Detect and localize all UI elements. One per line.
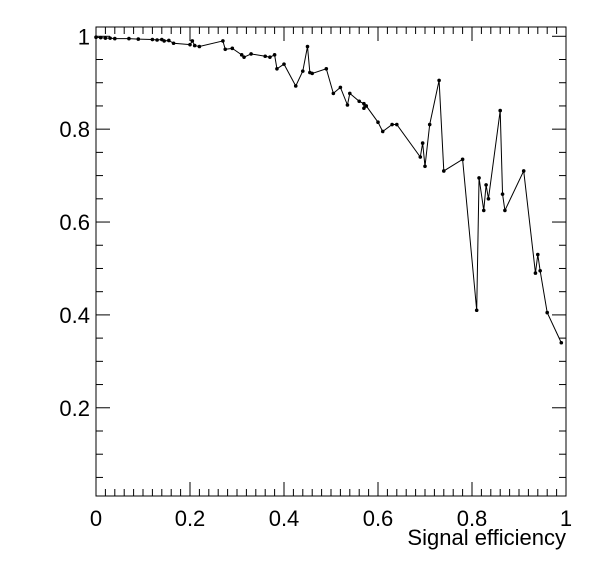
y-tick-label: 0.4: [59, 303, 90, 328]
x-tick-label: 1: [560, 506, 572, 531]
data-point: [127, 36, 131, 41]
data-point: [103, 36, 108, 40]
data-point: [498, 108, 503, 113]
data-point: [94, 35, 98, 40]
data-point: [362, 101, 366, 106]
data-point: [239, 53, 244, 57]
data-point: [197, 44, 202, 49]
data-point: [481, 208, 486, 213]
data-point: [474, 308, 479, 313]
data-point: [249, 52, 253, 56]
data-point: [460, 157, 465, 162]
plot-frame: [95, 26, 567, 497]
data-point: [503, 208, 507, 213]
data-point: [113, 36, 117, 41]
tick-labels: 0 0.2 0.4 0.6 0.8 1 0.2 0.4 0.6 0.8 1: [59, 24, 572, 531]
data-point: [533, 271, 538, 275]
data-point: [223, 47, 228, 52]
data-point: [162, 39, 166, 43]
x-axis-title: Signal efficiency: [407, 525, 566, 550]
data-point: [221, 39, 225, 43]
x-tick-label: 0.2: [175, 506, 206, 531]
data-point: [345, 103, 350, 107]
data-point: [171, 41, 176, 46]
x-tick-label: 0: [90, 506, 102, 531]
data-point: [305, 44, 310, 49]
data-point: [559, 340, 564, 345]
y-tick-label: 1: [78, 24, 90, 49]
data-point: [268, 55, 272, 59]
data-point: [477, 176, 481, 180]
y-tick-label: 0.6: [59, 210, 90, 235]
data-point: [190, 39, 195, 43]
data-point: [188, 42, 192, 47]
data-point: [437, 78, 441, 83]
data-point: [395, 122, 399, 127]
data-point: [263, 54, 268, 59]
data-point: [98, 35, 103, 40]
data-point: [324, 66, 329, 71]
data-point: [293, 84, 298, 88]
data-point: [418, 155, 423, 159]
y-tick-label: 0.8: [59, 117, 90, 142]
data-point: [167, 38, 171, 43]
data-point: [272, 53, 277, 57]
data-point: [242, 55, 246, 59]
data-point: [348, 91, 352, 96]
data-point: [150, 37, 155, 42]
x-tick-label: 0.4: [269, 506, 300, 531]
data-point: [380, 129, 385, 134]
data-point: [338, 85, 343, 90]
data-point: [545, 310, 549, 315]
series-line: [95, 36, 562, 343]
data-point: [282, 62, 286, 66]
data-point: [364, 104, 369, 108]
data-point: [486, 197, 491, 201]
data-point: [275, 66, 279, 71]
data-point: [192, 43, 197, 48]
y-tick-label: 0.2: [59, 396, 90, 421]
data-point: [362, 106, 366, 111]
data-point: [136, 37, 141, 41]
data-point: [442, 169, 446, 173]
data-point: [484, 183, 488, 187]
data-point: [230, 46, 235, 51]
data-point: [500, 192, 505, 196]
data-point: [536, 252, 540, 257]
x-tick-label: 0.8: [457, 506, 488, 531]
series-layer: [94, 35, 564, 345]
axis-ticks: [95, 27, 567, 496]
data-point: [301, 69, 305, 73]
data-point: [108, 36, 112, 40]
data-point: [331, 91, 336, 96]
data-point: [521, 169, 526, 173]
data-point: [357, 99, 362, 104]
data-point: [376, 120, 380, 124]
data-point: [420, 141, 425, 145]
data-point: [538, 268, 542, 273]
data-point: [427, 122, 432, 127]
data-point: [155, 38, 159, 42]
data-point: [423, 164, 427, 169]
x-tick-label: 0.6: [363, 506, 394, 531]
data-point: [310, 71, 315, 76]
data-point: [390, 122, 394, 127]
